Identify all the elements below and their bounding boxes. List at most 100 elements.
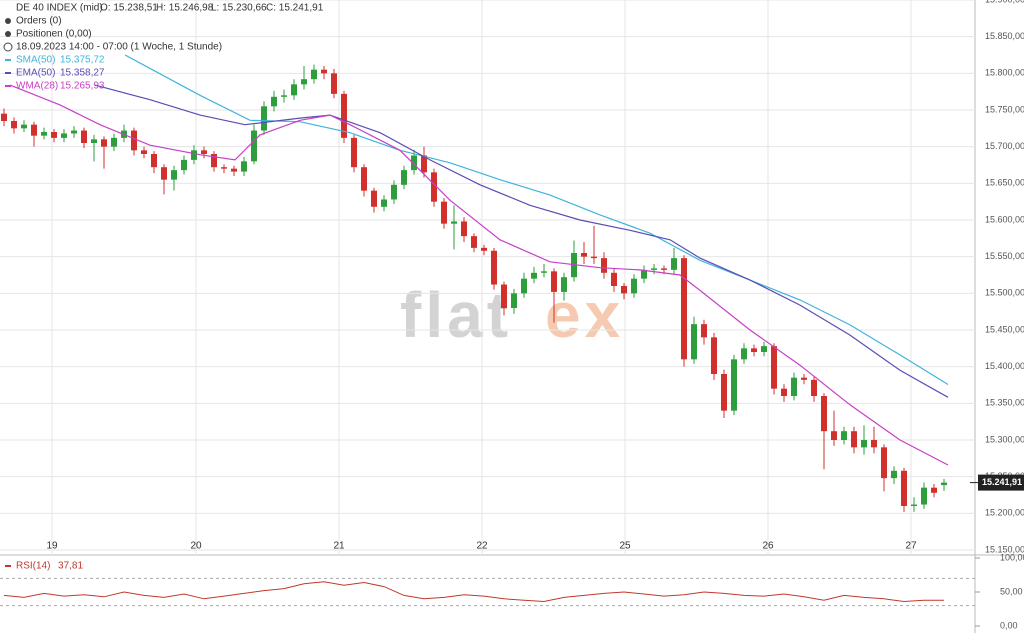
candle-body <box>191 150 197 160</box>
candle-body <box>311 69 317 80</box>
candle-body <box>81 130 87 143</box>
candle-body <box>821 396 827 432</box>
candle-body <box>341 93 347 138</box>
candle-body <box>871 440 877 448</box>
candle-body <box>101 139 107 147</box>
y-tick-label: 15.350,00 <box>985 398 1024 408</box>
watermark-part: flat <box>400 279 512 351</box>
y-tick-label: 15.150,00 <box>985 544 1024 554</box>
candle-body <box>91 139 97 143</box>
candle-body <box>471 236 477 248</box>
candle-body <box>111 137 117 147</box>
candle-body <box>151 154 157 168</box>
candle-body <box>351 137 357 168</box>
candle-body <box>791 377 797 396</box>
candle-body <box>531 272 537 279</box>
candle-body <box>231 168 237 172</box>
candle-body <box>721 374 727 411</box>
candle-body <box>711 337 717 374</box>
legend-value: 15.358,27 <box>60 68 105 79</box>
x-tick-label: 25 <box>619 541 631 552</box>
candle-body <box>551 271 557 292</box>
y-tick-label: 15.300,00 <box>985 434 1024 444</box>
indicator-line <box>124 54 949 386</box>
candle-body <box>921 487 927 505</box>
y-tick-label: 15.450,00 <box>985 324 1024 334</box>
candle-body <box>811 379 817 396</box>
candle-body <box>501 284 507 308</box>
candle-body <box>321 69 327 74</box>
candle-body <box>481 247 487 251</box>
candle-body <box>61 133 67 138</box>
candle-body <box>861 440 867 448</box>
legend-name: SMA(50) <box>16 55 55 66</box>
candle-body <box>651 268 657 270</box>
ohlc-label: C: 15.241,91 <box>266 3 324 14</box>
candle-body <box>781 388 787 396</box>
x-tick-label: 22 <box>476 541 488 552</box>
candle-body <box>601 258 607 273</box>
candle-body <box>731 359 737 411</box>
candle-body <box>141 150 147 154</box>
overlay-icon <box>5 18 11 24</box>
candle-body <box>491 250 497 285</box>
candle-body <box>741 348 747 360</box>
candle-body <box>881 447 887 479</box>
candle-body <box>241 161 247 172</box>
y-tick-label: 15.500,00 <box>985 288 1024 298</box>
candle-body <box>361 167 367 191</box>
y-tick-label: 0,00 <box>1000 620 1018 630</box>
rsi-value: 37,81 <box>58 561 83 572</box>
candle-body <box>21 124 27 129</box>
candle-body <box>181 159 187 171</box>
rsi-line <box>3 581 945 603</box>
candle-body <box>521 278 527 294</box>
ohlc-label: L: 15.230,66 <box>211 3 267 14</box>
candle-body <box>851 431 857 448</box>
candle-body <box>331 73 337 94</box>
y-tick-label: 15.200,00 <box>985 508 1024 518</box>
y-tick-label: 15.900,00 <box>985 0 1024 4</box>
candle-body <box>771 346 777 389</box>
candle-body <box>251 130 257 162</box>
candle-body <box>681 258 687 360</box>
candle-body <box>391 184 397 200</box>
candle-body <box>461 221 467 237</box>
candle-body <box>701 324 707 338</box>
candle-body <box>271 96 277 107</box>
candle-body <box>421 155 427 173</box>
candle-body <box>301 79 307 85</box>
header: DE 40 INDEX (mid) O: 15.238,51 H: 15.246… <box>3 3 324 572</box>
candle-body <box>261 106 267 131</box>
instrument: DE 40 INDEX (mid) <box>16 3 103 14</box>
candle-body <box>451 221 457 224</box>
price-box <box>978 474 1024 491</box>
candle-body <box>941 482 947 486</box>
x-tick-label: 26 <box>762 541 774 552</box>
candle-body <box>401 170 407 185</box>
candle-body <box>801 377 807 380</box>
y-tick-label: 15.600,00 <box>985 214 1024 224</box>
period: 18.09.2023 14:00 - 07:00 (1 Woche, 1 Stu… <box>16 42 222 53</box>
candle-body <box>131 130 137 151</box>
marks: 15.241,91 <box>1 54 1024 603</box>
ohlc-label: O: 15.238,51 <box>100 3 158 14</box>
candle-body <box>761 346 767 352</box>
overlay[interactable]: Orders (0) <box>16 16 62 27</box>
candle-body <box>291 84 297 96</box>
candle-body <box>381 199 387 207</box>
y-tick-label: 15.550,00 <box>985 251 1024 261</box>
period-icon <box>3 42 13 52</box>
candle-body <box>621 286 627 294</box>
rsi-title: RSI(14) <box>16 561 50 572</box>
candle-body <box>511 293 517 308</box>
legend-value: 15.265,93 <box>60 81 105 92</box>
candle-body <box>591 256 597 259</box>
x-tick-label: 20 <box>190 541 202 552</box>
candle-body <box>41 132 47 136</box>
overlay[interactable]: Positionen (0,00) <box>16 29 92 40</box>
y-tick-label: 15.750,00 <box>985 104 1024 114</box>
candle-body <box>901 470 907 506</box>
indicator-line <box>9 84 949 466</box>
